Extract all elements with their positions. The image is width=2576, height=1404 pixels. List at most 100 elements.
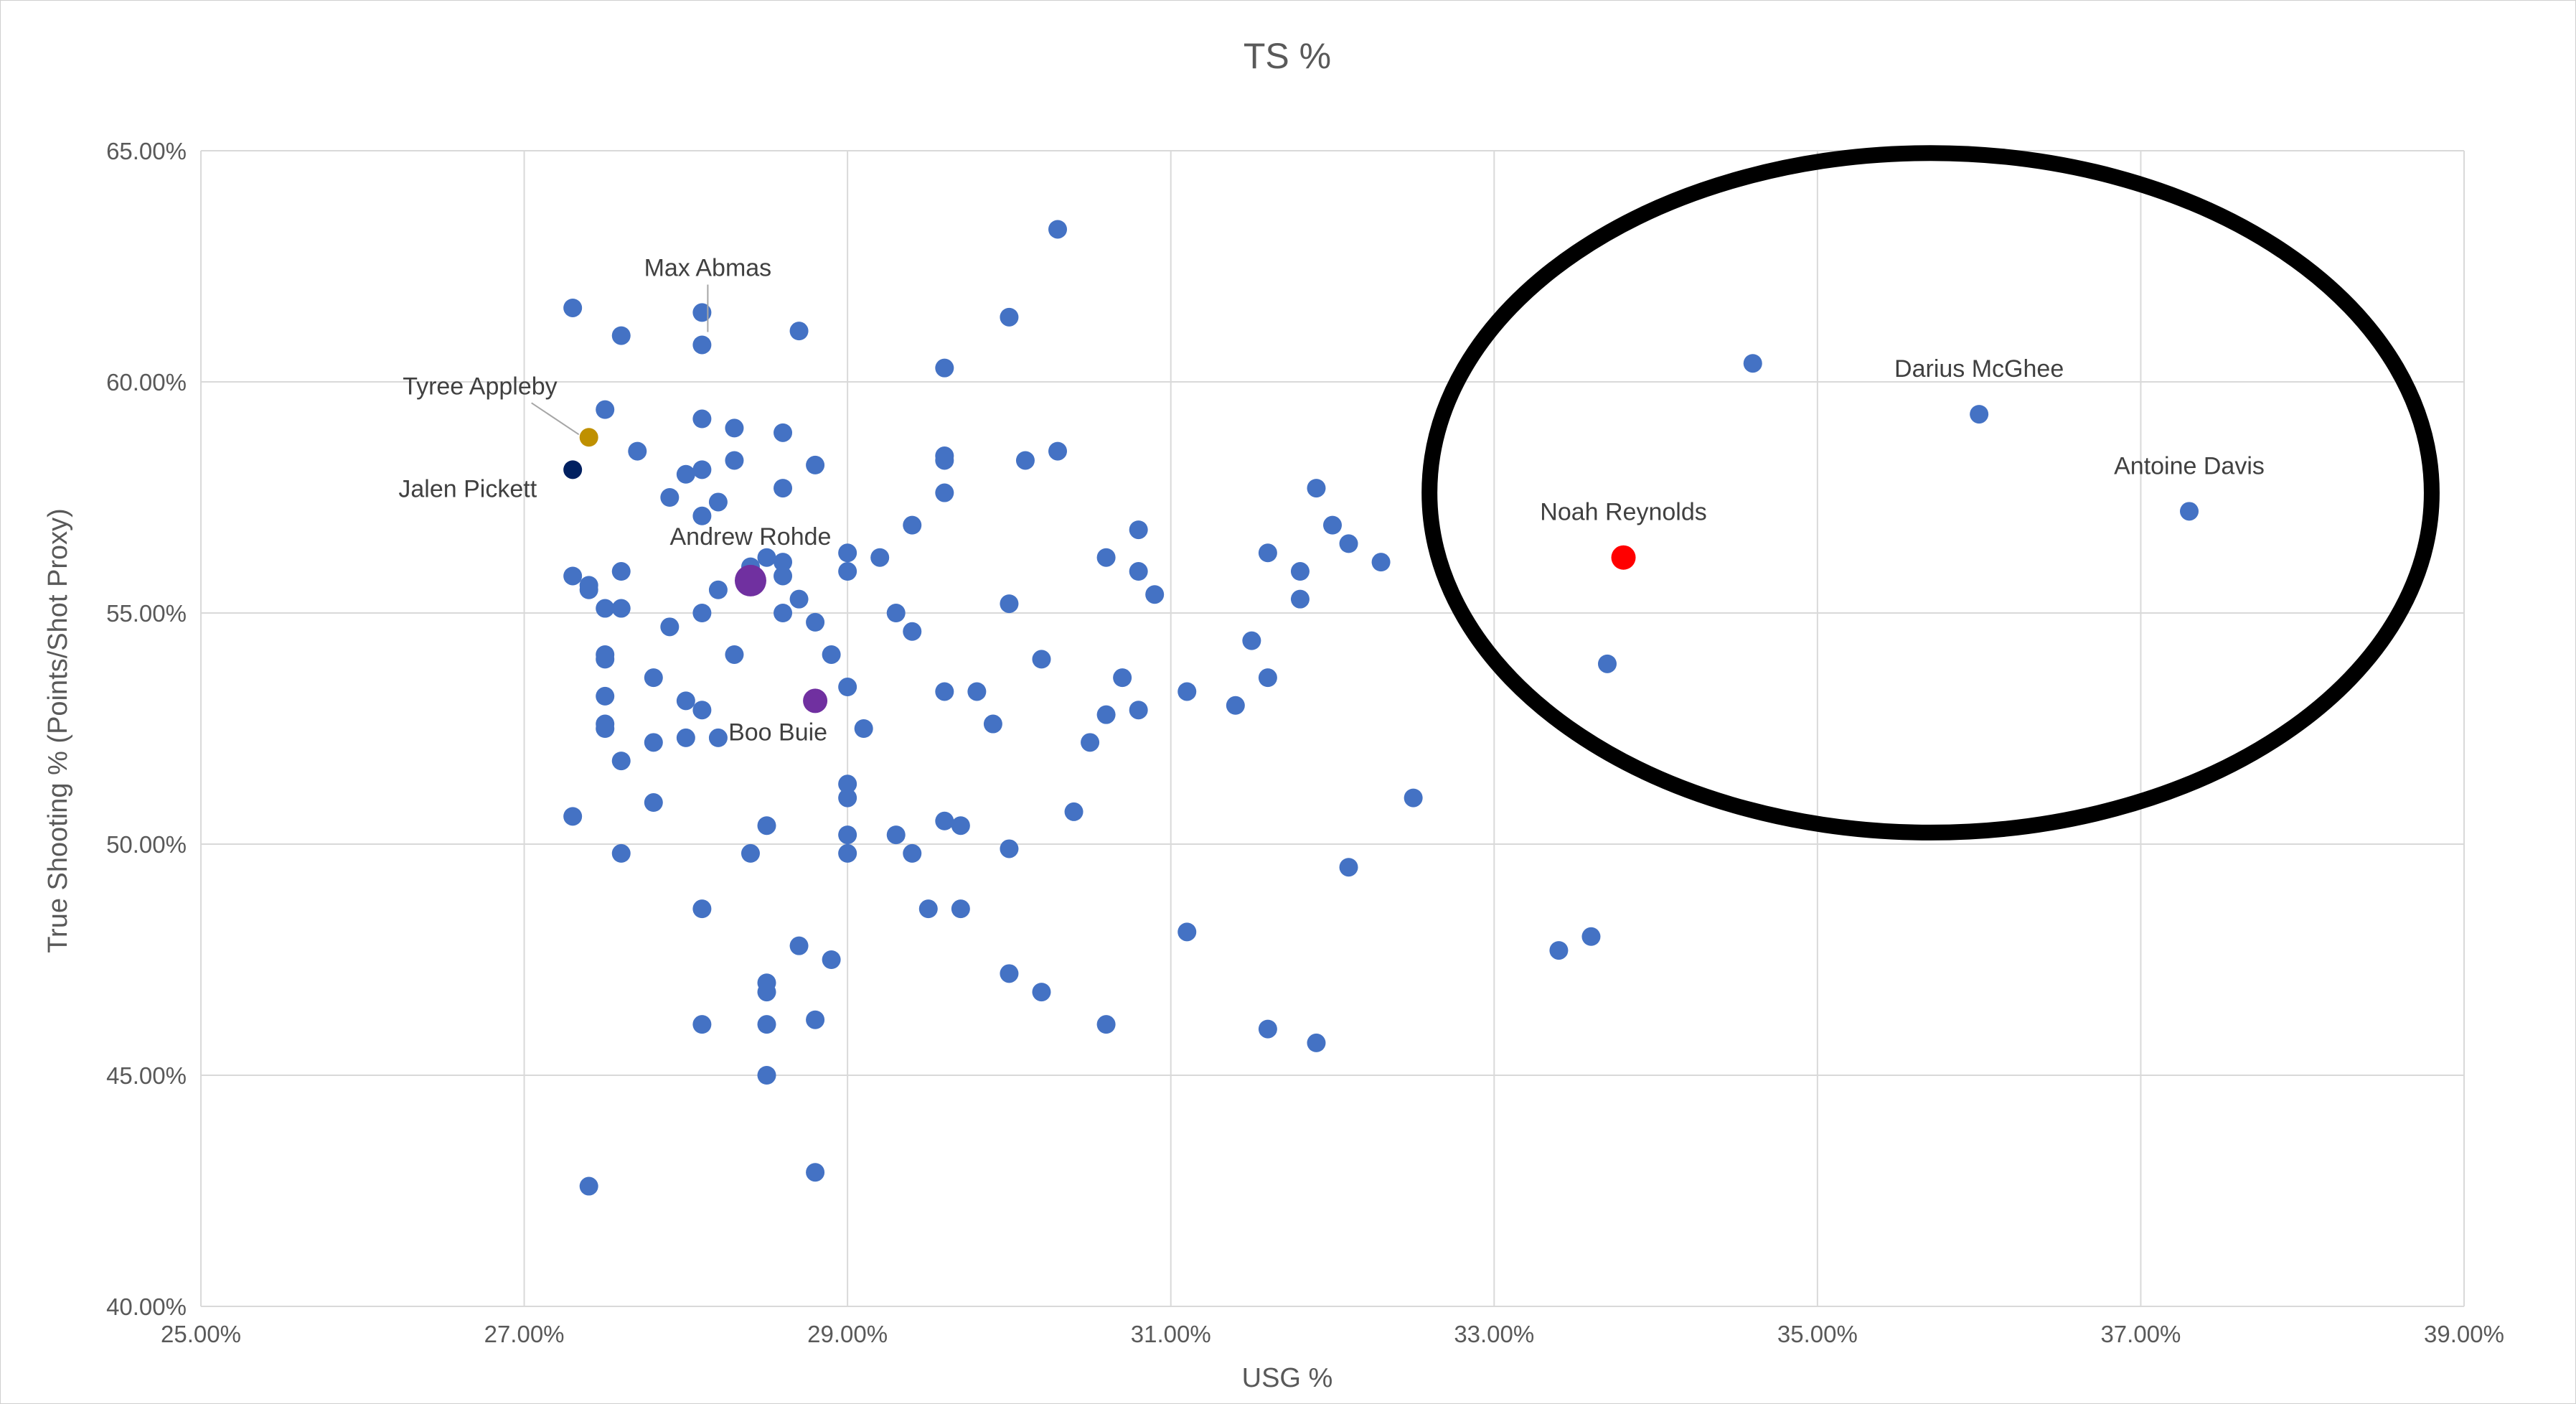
data-point [644,668,663,688]
data-point [1000,307,1019,327]
y-tick-label: 40.00% [106,1293,187,1320]
data-point [1032,983,1051,1002]
data-point [757,983,776,1002]
x-tick-label: 25.00% [161,1321,241,1347]
data-point [1258,543,1277,563]
data-point [692,1015,712,1034]
data-point [951,816,970,836]
data-point [935,358,954,378]
data-point [806,1010,825,1029]
data-point [563,807,583,826]
data-point [579,580,598,599]
data-point [1113,668,1132,688]
data-point [692,604,712,622]
x-tick-label: 29.00% [807,1321,888,1347]
data-point [903,843,922,863]
data-point [1096,1015,1116,1034]
data-point [676,691,695,711]
data-point [806,612,825,632]
data-point [644,793,663,813]
data-point [725,418,744,438]
x-tick-label: 31.00% [1131,1321,1211,1347]
x-tick-label: 39.00% [2424,1321,2504,1347]
data-point [774,604,793,622]
data-point [692,506,712,525]
data-point [1242,631,1261,650]
data-point [1339,858,1358,877]
data-point [1404,788,1423,808]
y-tick-label: 55.00% [106,600,187,627]
data-point [789,322,809,341]
data-point [628,441,647,461]
data-point [774,553,793,572]
data-point [741,843,760,863]
data-point [774,566,793,586]
data-point [854,719,873,738]
data-point [1581,927,1601,946]
data-point [1323,515,1342,535]
data-point [676,464,695,484]
data-point [757,816,776,836]
data-point [1129,701,1148,720]
data-point [870,548,890,567]
point-label: Boo Buie [728,719,827,746]
point-labels: Max Abmas Tyree Appleby Jalen Pickett Andre… [398,254,2265,746]
data-point [789,589,809,609]
data-point [757,1066,776,1085]
data-point [757,548,776,567]
x-tick-label: 35.00% [1777,1321,1858,1347]
highlighted-point [734,564,766,596]
data-point [1145,585,1165,604]
data-point [838,678,857,697]
data-point [1258,1019,1277,1039]
leader-line [531,402,580,436]
chart-title: TS % [1244,36,1331,76]
data-point [1339,534,1358,553]
data-point [692,899,712,919]
data-point [1064,802,1083,821]
data-point [644,733,663,752]
data-point [838,843,857,863]
x-axis-title: USG % [1242,1363,1333,1393]
data-point [774,479,793,498]
data-point [838,543,857,563]
data-point [935,483,954,502]
point-label: Noah Reynolds [1540,499,1706,526]
data-point [983,714,1002,734]
data-point [611,843,631,863]
x-tick-label: 27.00% [484,1321,565,1347]
x-tick-labels: 25.00% 27.00% 29.00% 31.00% 33.00% 35.00% 37.0… [161,1321,2504,1347]
data-point [579,1176,598,1196]
annotation-ellipse [1421,145,2440,841]
data-point [774,423,793,442]
data-point [789,936,809,955]
data-point [1743,354,1762,373]
data-point [596,719,615,738]
annotation-layer [1421,145,2440,841]
data-point [886,604,906,622]
y-tick-label: 50.00% [106,831,187,858]
data-point [918,899,938,919]
x-tick-label: 37.00% [2100,1321,2181,1347]
data-point [1371,553,1391,572]
data-point [806,455,825,474]
data-point [1000,594,1019,614]
data-point [692,701,712,720]
data-point [708,492,728,512]
data-point [1048,220,1068,239]
data-point [708,728,728,747]
highlighted-point [1611,545,1636,570]
highlighted-point [563,460,583,479]
y-tick-labels: 40.00% 45.00% 50.00% 55.00% 60.00% 65.00% [106,138,187,1320]
data-point [1048,441,1068,461]
point-label: Andrew Rohde [670,523,832,551]
data-point [1290,562,1310,581]
highlighted-point [803,688,828,713]
data-point [838,562,857,581]
data-point [563,298,583,317]
data-point [822,645,841,664]
data-point [1032,650,1051,669]
data-point [838,825,857,845]
data-point [886,825,906,845]
